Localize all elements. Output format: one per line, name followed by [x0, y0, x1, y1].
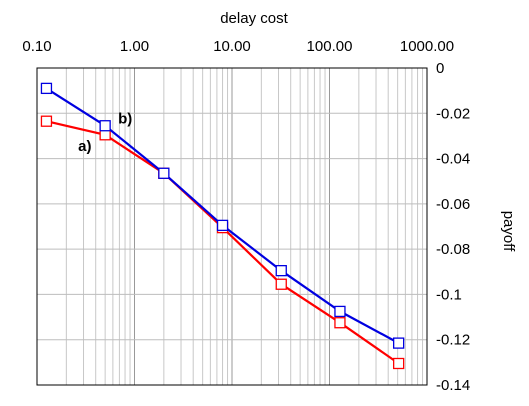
- y-tick-label: 0: [436, 60, 444, 77]
- series-b: [40, 82, 405, 349]
- x-tick-label: 1000.00: [400, 38, 454, 55]
- series-b-marker: [334, 305, 346, 318]
- y-tick-label: -0.08: [436, 241, 470, 258]
- series-label: a): [78, 138, 91, 155]
- plot-frame: [36, 67, 428, 386]
- y-tick-label: -0.02: [436, 105, 470, 122]
- x-tick-label: 100.00: [307, 38, 353, 55]
- y-tick-label: -0.14: [436, 377, 470, 394]
- series-a-marker: [393, 357, 405, 370]
- series-b-marker: [158, 167, 170, 179]
- y-tick-labels: 0 -0.02 -0.04 -0.06 -0.08 -0.1 -0.12 -0.14: [436, 60, 470, 394]
- series-a-marker: [40, 115, 53, 127]
- y-axis-label: payoff: [500, 211, 517, 252]
- y-tick-label: -0.12: [436, 332, 470, 349]
- series-b-marker: [393, 337, 405, 349]
- x-tick-label: 0.10: [22, 38, 51, 55]
- series-b-marker: [275, 265, 287, 277]
- y-tick-label: -0.04: [436, 151, 470, 168]
- series-layer: [40, 82, 405, 370]
- x-tick-labels: 0.10 1.00 10.00 100.00 1000.00: [22, 38, 454, 55]
- series-b-marker: [216, 219, 229, 232]
- series-label: b): [118, 111, 132, 128]
- y-tick-label: -0.06: [436, 196, 470, 213]
- x-tick-label: 1.00: [120, 38, 149, 55]
- x-tick-label: 10.00: [213, 38, 251, 55]
- series-a-marker: [334, 317, 346, 329]
- x-axis-label: delay cost: [220, 10, 288, 27]
- series-b-marker: [40, 82, 53, 95]
- series-b-marker: [99, 120, 111, 132]
- series-annotations: a) b): [78, 111, 132, 155]
- y-tick-label: -0.1: [436, 286, 462, 303]
- series-a-marker: [275, 278, 287, 290]
- grid: [37, 68, 427, 385]
